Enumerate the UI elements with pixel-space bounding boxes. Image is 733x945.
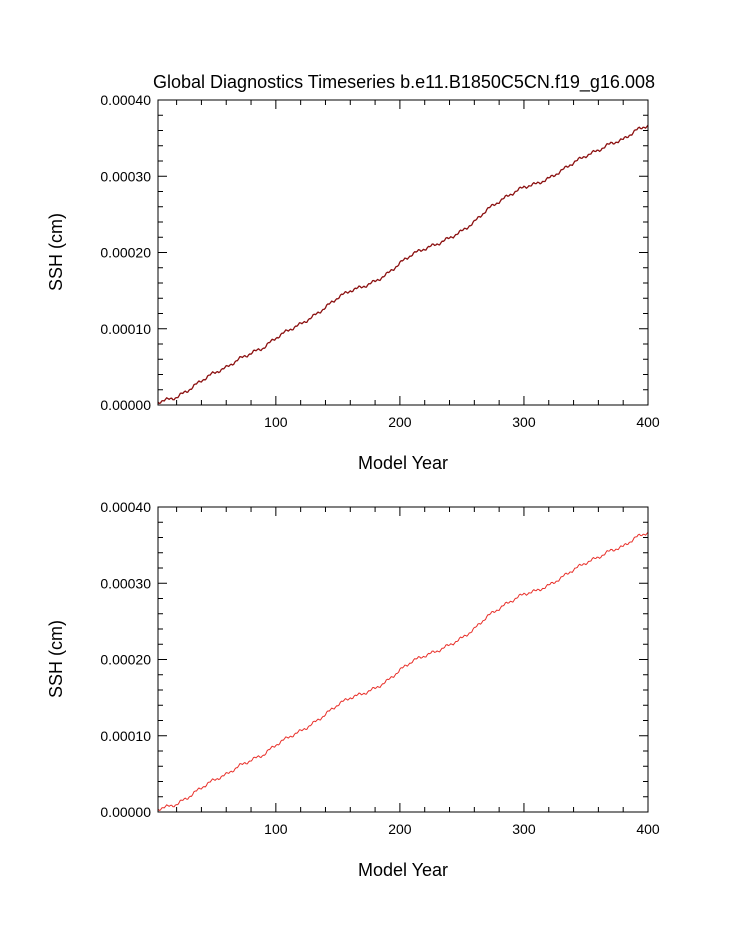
y-tick-label: 0.00010 xyxy=(100,728,151,744)
chart-title: Global Diagnostics Timeseries b.e11.B185… xyxy=(153,72,655,93)
x-axis-label: Model Year xyxy=(358,860,448,880)
x-tick-label: 300 xyxy=(512,821,536,837)
y-tick-label: 0.00040 xyxy=(100,499,151,515)
bottom-chart-ticks: 100 200 300 400 0.00000 0.00010 0.00020 0.00030… xyxy=(100,499,660,837)
y-tick-label: 0.00030 xyxy=(100,575,151,591)
y-axis-label: SSH (cm) xyxy=(46,620,66,698)
y-tick-label: 0.00000 xyxy=(100,397,151,413)
series-line xyxy=(157,531,649,811)
y-tick-label: 0.00040 xyxy=(100,92,151,108)
y-tick-label: 0.00010 xyxy=(100,321,151,337)
x-tick-label: 200 xyxy=(388,414,412,430)
bottom-chart-plot-frame xyxy=(157,506,649,813)
top-chart-plot-frame xyxy=(157,99,649,406)
y-tick-label: 0.00020 xyxy=(100,652,151,668)
y-tick-label: 0.00000 xyxy=(100,804,151,820)
series-line xyxy=(157,124,649,405)
x-tick-label: 400 xyxy=(636,821,660,837)
y-tick-label: 0.00030 xyxy=(100,168,151,184)
x-tick-label: 100 xyxy=(264,821,288,837)
top-chart-marks xyxy=(157,124,649,405)
y-axis-label: SSH (cm) xyxy=(46,213,66,291)
x-tick-label: 100 xyxy=(264,414,288,430)
y-tick-label: 0.00020 xyxy=(100,245,151,261)
top-chart-ticks: 100 200 300 400 0.00000 0.00010 0.00020 0.00030… xyxy=(100,92,660,430)
bottom-chart-panel: 100 200 300 400 0.00000 0.00010 0.00020 0.00030… xyxy=(46,499,660,880)
x-tick-label: 200 xyxy=(388,821,412,837)
top-chart-panel: Global Diagnostics Timeseries b.e11.B185… xyxy=(46,72,660,473)
x-tick-label: 300 xyxy=(512,414,536,430)
bottom-chart-marks xyxy=(157,531,649,811)
x-tick-label: 400 xyxy=(636,414,660,430)
x-axis-label: Model Year xyxy=(358,453,448,473)
